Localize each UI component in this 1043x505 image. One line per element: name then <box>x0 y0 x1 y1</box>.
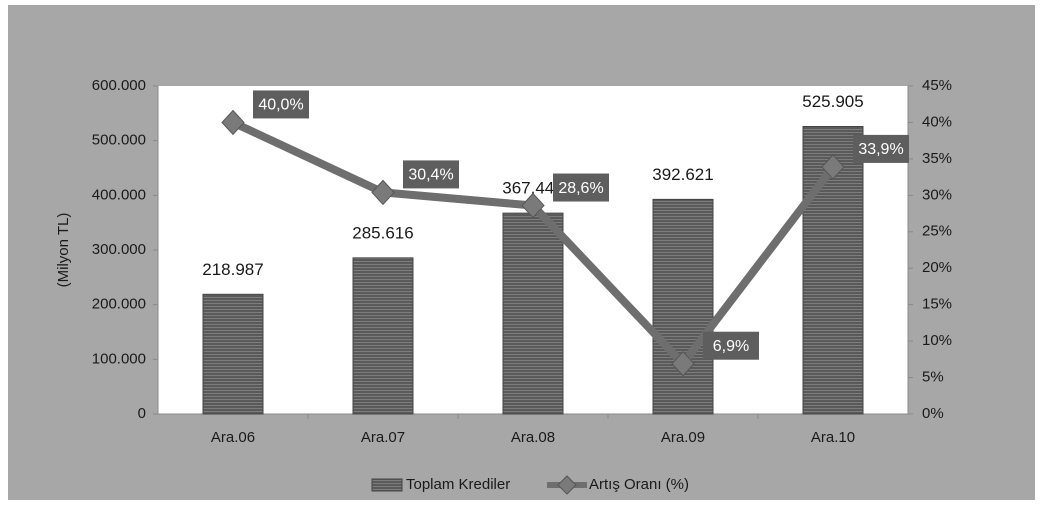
line-marker <box>821 154 845 180</box>
y2-tick-label: 20% <box>922 259 952 276</box>
line-value-label: 40,0% <box>258 97 303 114</box>
bar <box>652 198 714 415</box>
y-tick-label: 200.000 <box>92 296 146 313</box>
x-tick-label: Ara.09 <box>661 429 705 446</box>
y-axis-label: (Milyon TL) <box>55 213 72 288</box>
y2-tick-label: 40% <box>922 113 952 130</box>
y2-tick-label: 25% <box>922 223 952 240</box>
y2-tick-label: 30% <box>922 186 952 203</box>
y-tick-label: 300.000 <box>92 241 146 258</box>
y-tick-label: 500.000 <box>92 132 146 149</box>
bar <box>352 257 414 415</box>
y2-tick-label: 45% <box>922 77 952 94</box>
y2-tick-label: 5% <box>922 369 944 386</box>
y-tick-label: 600.000 <box>92 77 146 94</box>
bar-value-label: 392.621 <box>652 165 713 184</box>
label-box <box>253 90 309 119</box>
bar-value-label: 525.905 <box>802 92 863 111</box>
y2-tick-label: 15% <box>922 296 952 313</box>
label-box <box>553 173 609 202</box>
line-value-label: 33,9% <box>858 141 903 158</box>
bar-value-label: 218.987 <box>202 260 263 279</box>
line-marker <box>371 179 395 206</box>
line-value-label: 28,6% <box>558 180 603 197</box>
label-box <box>853 134 909 163</box>
line-value-label: 30,4% <box>408 167 453 184</box>
line-marker <box>221 109 245 136</box>
x-tick-label: Ara.07 <box>361 429 405 446</box>
y2-tick-label: 35% <box>922 150 952 167</box>
legend-swatch <box>371 478 403 492</box>
bar-value-label: 285.616 <box>352 223 413 242</box>
x-tick-label: Ara.06 <box>211 429 255 446</box>
y2-tick-label: 10% <box>922 332 952 349</box>
legend-label: Toplam Krediler <box>406 476 510 493</box>
bar <box>202 293 264 415</box>
x-tick-label: Ara.10 <box>811 429 855 446</box>
line-marker <box>671 350 695 377</box>
label-box <box>403 160 459 189</box>
line-marker <box>521 192 545 219</box>
y-tick-label: 100.000 <box>92 350 146 367</box>
y-tick-label: 0 <box>138 405 146 422</box>
y-tick-label: 400.000 <box>92 186 146 203</box>
bar-value-label: 367.445 <box>502 179 563 198</box>
bar <box>502 212 564 415</box>
y2-tick-label: 0% <box>922 405 944 422</box>
label-box <box>703 331 759 360</box>
line-value-label: 6,9% <box>713 338 749 355</box>
legend-marker <box>557 475 577 495</box>
x-tick-label: Ara.08 <box>511 429 555 446</box>
legend-label: Artış Oranı (%) <box>589 476 689 493</box>
